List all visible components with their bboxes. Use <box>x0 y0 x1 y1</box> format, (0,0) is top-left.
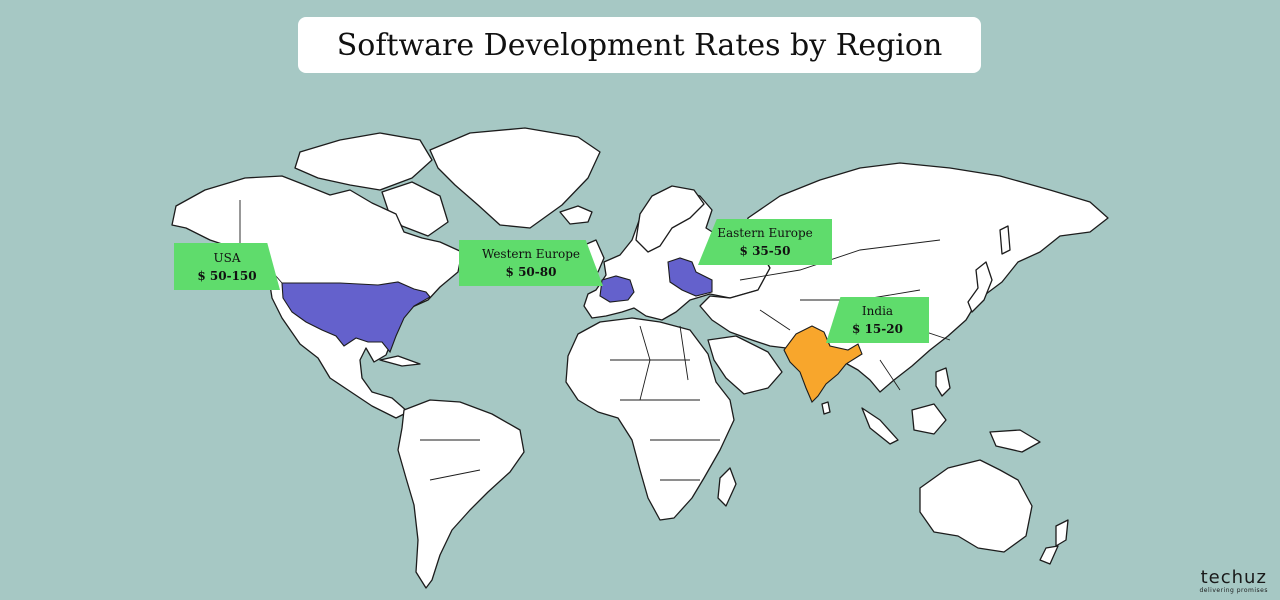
brand-name: techuz <box>1200 567 1267 588</box>
greenland <box>429 127 601 229</box>
sumatra <box>861 407 899 445</box>
callout-western-europe: Western Europe $ 50-80 <box>459 240 603 286</box>
south-america <box>397 399 525 589</box>
callout-india: India $ 15-20 <box>826 297 929 343</box>
callout-usa: USA $ 50-150 <box>174 243 280 290</box>
arabian-peninsula <box>707 335 783 395</box>
arctic-islands <box>294 132 433 191</box>
sri-lanka <box>821 401 831 415</box>
title-banner: Software Development Rates by Region <box>298 17 981 73</box>
brand-logo: techuz delivering promises <box>1199 567 1269 595</box>
region-rate: $ 50-80 <box>505 265 557 279</box>
philippines <box>935 367 951 397</box>
region-name: USA <box>213 250 241 265</box>
sakhalin <box>999 225 1011 255</box>
usa-highlight <box>281 281 431 354</box>
borneo <box>911 403 947 435</box>
region-name: Eastern Europe <box>717 226 813 240</box>
western-europe-highlight <box>599 275 635 303</box>
eastern-europe-highlight <box>667 257 713 297</box>
japan <box>967 261 993 313</box>
region-rate: $ 50-150 <box>197 268 257 283</box>
iceland <box>559 205 593 225</box>
africa <box>565 317 735 521</box>
new-guinea <box>989 429 1041 453</box>
brand-tagline: delivering promises <box>1199 587 1268 594</box>
scandinavia <box>635 185 705 253</box>
australia <box>919 459 1033 553</box>
region-name: Western Europe <box>481 247 581 261</box>
new-zealand <box>1055 519 1069 547</box>
region-rate: $ 35-50 <box>739 244 791 258</box>
callout-eastern-europe: Eastern Europe $ 35-50 <box>698 219 832 265</box>
cuba <box>379 355 421 367</box>
page-title: Software Development Rates by Region <box>336 27 943 63</box>
region-name: India <box>861 304 894 318</box>
new-zealand-south <box>1039 545 1059 565</box>
madagascar <box>717 467 737 507</box>
region-rate: $ 15-20 <box>852 322 903 336</box>
